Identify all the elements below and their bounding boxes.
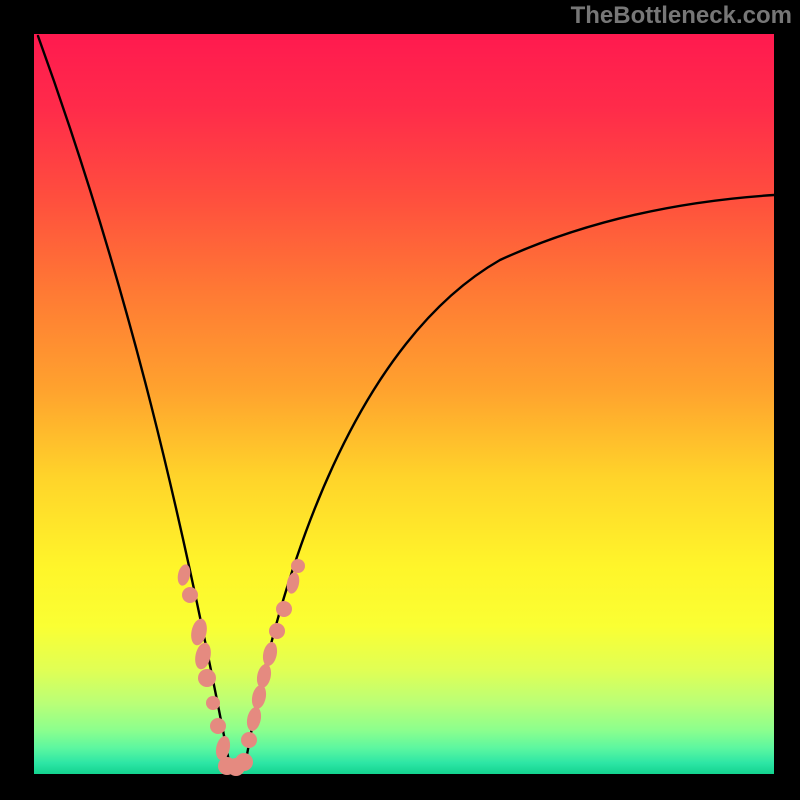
marker-left-1 (182, 587, 198, 603)
watermark: TheBottleneck.com (571, 2, 792, 30)
marker-left-6 (210, 718, 226, 734)
plot-area (34, 34, 774, 774)
gradient-background (34, 34, 774, 774)
marker-tip-2 (235, 753, 253, 771)
marker-left-5 (206, 696, 220, 710)
chart-root: TheBottleneck.com (0, 0, 800, 800)
chart-svg (0, 0, 800, 800)
marker-right-0 (241, 732, 257, 748)
marker-right-8 (291, 559, 305, 573)
marker-right-6 (276, 601, 292, 617)
marker-right-5 (269, 623, 285, 639)
marker-left-4 (198, 669, 216, 687)
